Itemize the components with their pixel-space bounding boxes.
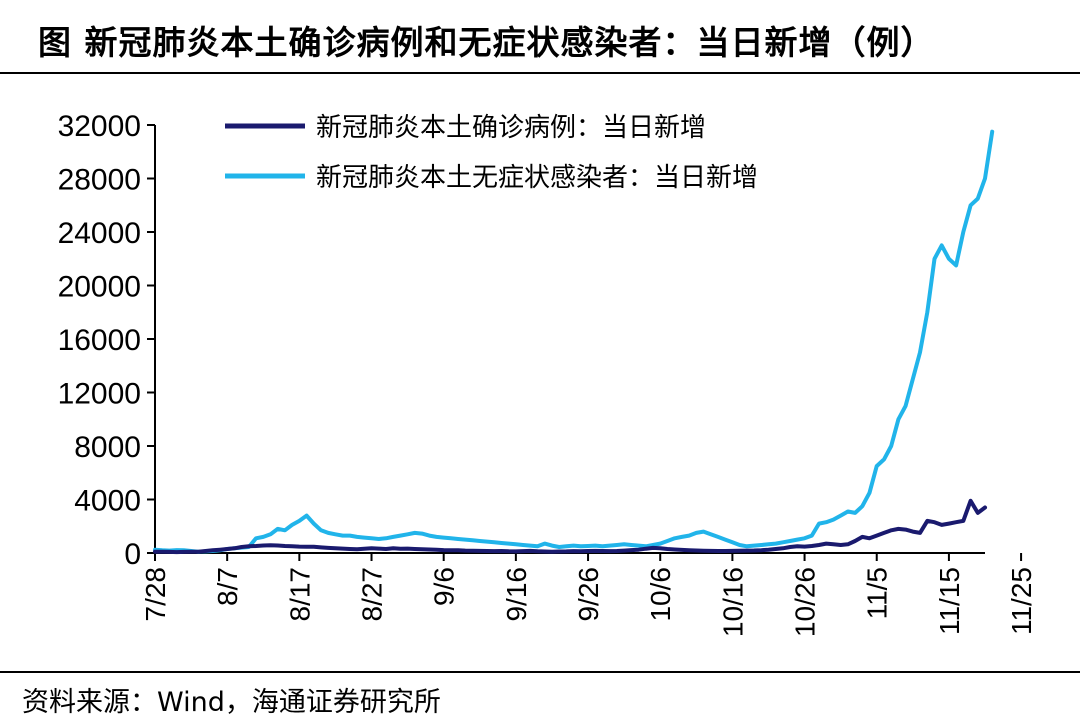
x-tick-label: 11/15 — [934, 567, 965, 635]
x-tick-label: 9/16 — [501, 567, 532, 622]
y-tick-label: 16000 — [58, 324, 141, 357]
chart-title: 图 新冠肺炎本土确诊病例和无症状感染者：当日新增（例） — [38, 23, 935, 62]
x-tick-label: 9/26 — [573, 567, 604, 622]
x-tick-label: 10/6 — [645, 567, 676, 622]
x-tick-label: 8/27 — [357, 567, 388, 622]
x-tick-label: 11/25 — [1006, 567, 1037, 635]
y-tick-label: 8000 — [74, 431, 141, 464]
x-tick-label: 11/5 — [862, 567, 893, 619]
y-tick-label: 20000 — [58, 271, 141, 304]
line-chart: 040008000120001600020000240002800032000 … — [58, 110, 1038, 637]
y-tick-label: 24000 — [58, 217, 141, 250]
y-tick-label: 28000 — [58, 164, 141, 197]
asymptomatic-series-line — [153, 129, 995, 554]
y-tick-label: 32000 — [58, 110, 141, 143]
legend-label-confirmed: 新冠肺炎本土确诊病例：当日新增 — [316, 113, 706, 143]
y-tick-label: 4000 — [74, 485, 141, 518]
legend-label-asymptomatic: 新冠肺炎本土无症状感染者：当日新增 — [316, 163, 758, 193]
x-tick-label: 10/26 — [790, 567, 821, 637]
y-tick-label: 0 — [124, 538, 141, 571]
title-bar: 图 新冠肺炎本土确诊病例和无症状感染者：当日新增（例） — [0, 0, 1080, 74]
y-tick-label: 12000 — [58, 378, 141, 411]
footer-divider — [0, 671, 1080, 673]
source-note: 资料来源：Wind，海通证券研究所 — [22, 687, 441, 718]
series-layer — [153, 129, 995, 555]
x-tick-label: 8/17 — [284, 567, 315, 622]
x-tick-label: 7/28 — [140, 567, 171, 622]
x-axis: 7/28 8/7 8/17 8/27 9/6 9/16 9/26 10/6 10/16 10/26… — [140, 552, 1037, 637]
y-axis: 0 4000 8000 12000 16000 20000 24000 28000 32000 — [58, 110, 156, 571]
x-tick-label: 10/16 — [717, 567, 748, 637]
x-tick-label: 9/6 — [429, 567, 460, 606]
x-tick-label: 8/7 — [212, 567, 243, 606]
confirmed-series-line — [153, 498, 987, 555]
